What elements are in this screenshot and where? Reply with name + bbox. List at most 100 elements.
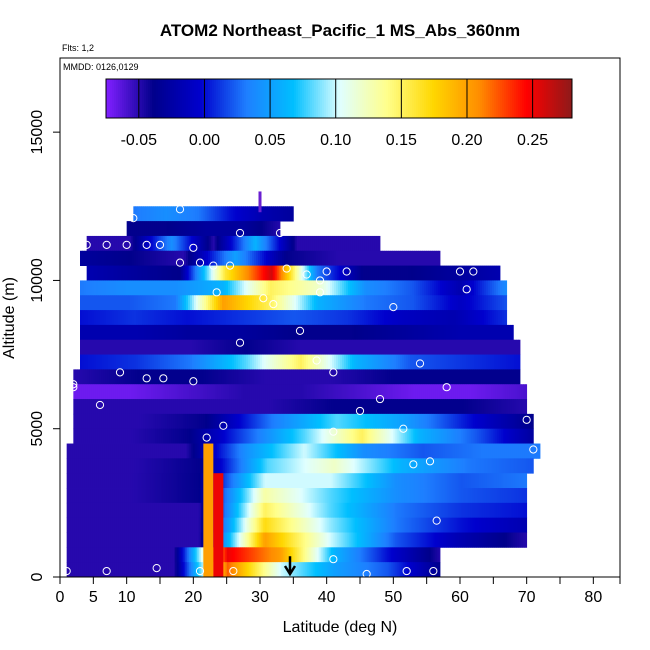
heatmap-cell xyxy=(409,369,412,385)
heatmap-cell xyxy=(158,517,162,533)
heatmap-cell xyxy=(305,384,308,400)
heatmap-cell xyxy=(134,532,138,548)
heatmap-cell xyxy=(120,473,124,489)
heatmap-cell xyxy=(204,310,207,326)
heatmap-cell xyxy=(264,324,267,341)
heatmap-cell xyxy=(234,324,237,341)
heatmap-cell xyxy=(281,384,284,400)
heatmap-cell xyxy=(474,339,477,355)
heatmap-cell xyxy=(116,532,120,548)
heatmap-cell xyxy=(388,547,392,563)
heatmap-cell xyxy=(168,310,171,326)
heatmap-cell xyxy=(207,206,210,222)
heatmap-cell xyxy=(110,473,114,489)
heatmap-cell xyxy=(215,206,218,222)
heatmap-cell xyxy=(380,488,384,504)
heatmap-cell xyxy=(250,250,253,266)
heatmap-cell xyxy=(400,310,403,326)
heatmap-cell xyxy=(422,443,426,459)
heatmap-cell xyxy=(174,250,177,266)
heatmap-cell xyxy=(182,517,186,533)
heatmap-cell xyxy=(199,428,202,444)
heatmap-cell xyxy=(426,295,429,311)
heatmap-cell xyxy=(176,532,180,548)
heatmap-cell xyxy=(160,502,164,519)
heatmap-cell xyxy=(303,428,306,444)
heatmap-cell xyxy=(416,547,420,563)
heatmap-cell xyxy=(352,339,355,355)
heatmap-cell xyxy=(364,235,368,252)
heatmap-cell xyxy=(303,399,306,415)
heatmap-cell xyxy=(464,265,468,281)
heatmap-cell xyxy=(106,547,110,563)
heatmap-cell xyxy=(232,235,236,252)
heatmap-cell xyxy=(505,399,508,415)
heatmap-cell xyxy=(290,458,294,474)
heatmap-cell xyxy=(208,250,211,266)
heatmap-cell xyxy=(210,280,213,296)
heatmap-cell xyxy=(102,443,106,459)
heatmap-cell xyxy=(219,384,222,400)
heatmap-cell xyxy=(374,502,378,519)
heatmap-cell xyxy=(340,250,343,266)
heatmap-cell xyxy=(146,265,150,281)
heatmap-cell xyxy=(132,532,136,548)
heatmap-cell xyxy=(167,369,170,385)
heatmap-cell xyxy=(407,399,410,415)
heatmap-cell xyxy=(66,502,70,519)
heatmap-cell xyxy=(141,428,144,444)
heatmap-cell xyxy=(450,502,454,519)
heatmap-cell xyxy=(503,399,506,415)
heatmap-cell xyxy=(358,339,361,355)
heatmap-cell xyxy=(344,473,348,489)
heatmap-cell xyxy=(420,295,423,311)
heatmap-cell xyxy=(218,324,221,341)
heatmap-cell xyxy=(403,428,406,444)
heatmap-cell xyxy=(126,458,130,474)
heatmap-cell xyxy=(194,339,197,355)
heatmap-cell xyxy=(87,384,90,400)
heatmap-cell xyxy=(206,235,210,252)
heatmap-cell xyxy=(94,280,97,296)
heatmap-cell xyxy=(312,502,316,519)
heatmap-cell xyxy=(320,310,323,326)
heatmap-cell xyxy=(122,517,126,533)
heatmap-cell xyxy=(310,502,314,519)
heatmap-cell xyxy=(230,295,233,311)
heatmap-cell xyxy=(342,443,346,459)
heatmap-cell xyxy=(420,547,424,563)
heatmap-cell xyxy=(169,384,172,400)
heatmap-cell xyxy=(152,250,155,266)
heatmap-cell xyxy=(440,339,443,355)
heatmap-cell xyxy=(269,413,272,430)
heatmap-cell xyxy=(320,532,324,548)
heatmap-cell xyxy=(418,547,422,563)
heatmap-cell xyxy=(294,235,298,252)
heatmap-cell xyxy=(290,295,293,311)
heatmap-cell xyxy=(502,488,506,504)
heatmap-cell xyxy=(124,354,127,370)
heatmap-cell xyxy=(459,384,462,400)
heatmap-cell xyxy=(382,324,385,341)
heatmap-cell xyxy=(440,295,443,311)
heatmap-cell xyxy=(166,502,170,519)
heatmap-cell xyxy=(70,458,74,474)
heatmap-cell xyxy=(318,310,321,326)
heatmap-cell xyxy=(124,339,127,355)
heatmap-cell xyxy=(96,324,99,341)
heatmap-cell xyxy=(340,310,343,326)
heatmap-cell xyxy=(104,443,108,459)
heatmap-cell xyxy=(406,458,410,474)
heatmap-cell xyxy=(414,517,418,533)
heatmap-cell xyxy=(358,250,361,266)
heatmap-cell xyxy=(382,488,386,504)
heatmap-cell xyxy=(441,428,444,444)
heatmap-cell xyxy=(345,428,348,444)
heatmap-cell xyxy=(88,488,92,504)
heatmap-cell xyxy=(336,280,339,296)
heatmap-cell xyxy=(316,265,320,281)
heatmap-cell xyxy=(92,339,95,355)
heatmap-cell xyxy=(308,488,312,504)
heatmap-cell xyxy=(513,384,516,400)
heatmap-cell xyxy=(155,428,158,444)
